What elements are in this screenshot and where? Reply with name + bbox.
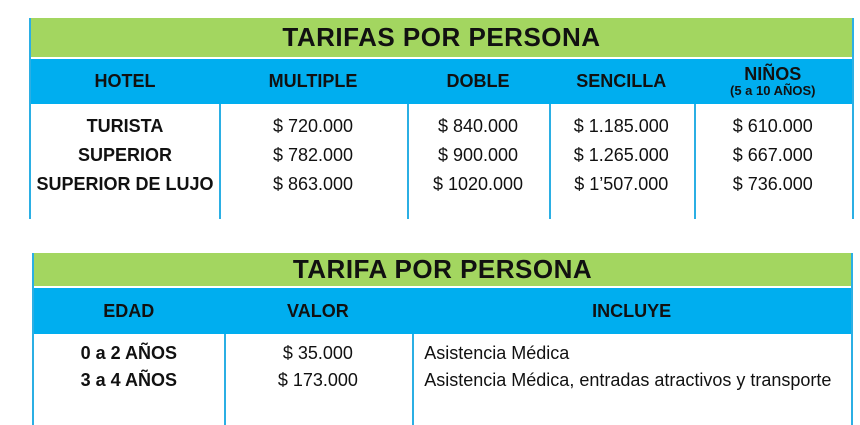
tariffs-table: TARIFAS POR PERSONA HOTEL MULTIPLE DOBLE… <box>29 18 854 219</box>
column-header-valor: VALOR <box>287 300 349 321</box>
column-header-multiple: MULTIPLE <box>268 71 358 92</box>
column-divider <box>219 104 221 219</box>
age-tariff-title-bar: TARIFA POR PERSONA <box>34 253 851 286</box>
price-cell: $ 1020.000 <box>432 174 524 194</box>
row-label-turista: TURISTA <box>86 116 164 136</box>
tariffs-title: TARIFAS POR PERSONA <box>282 22 601 52</box>
age-tariff-body: 0 a 2 AÑOS $ 35.000 Asistencia Médica 3 … <box>34 334 851 425</box>
price-cell: $ 1.265.000 <box>573 145 669 165</box>
column-header-ninos-subtitle: (5 a 10 AÑOS) <box>729 83 816 99</box>
price-cell: $ 173.000 <box>277 370 358 390</box>
column-header-sencilla: SENCILLA <box>576 71 667 92</box>
column-header-edad: EDAD <box>103 300 155 321</box>
price-cell: $ 1.185.000 <box>573 116 669 136</box>
row-label-superior: SUPERIOR <box>77 145 173 165</box>
column-header-incluye: INCLUYE <box>592 300 672 321</box>
column-divider <box>407 104 410 219</box>
price-cell: $ 667.000 <box>732 145 813 165</box>
column-divider <box>412 334 415 425</box>
price-cell: $ 1’507.000 <box>574 174 669 194</box>
price-cell: $ 863.000 <box>272 174 354 194</box>
price-cell: $ 782.000 <box>272 145 354 165</box>
column-divider <box>549 104 552 219</box>
column-header-ninos: NIÑOS (5 a 10 AÑOS) <box>694 65 852 98</box>
column-header-doble: DOBLE <box>446 71 510 92</box>
age-tariff-header-row: EDAD VALOR INCLUYE <box>34 288 851 334</box>
price-cell: $ 720.000 <box>272 116 354 136</box>
price-cell: $ 35.000 <box>282 343 353 363</box>
row-label-3-a-4: 3 a 4 AÑOS <box>80 370 177 390</box>
column-divider <box>223 334 226 425</box>
age-tariff-title: TARIFA POR PERSONA <box>292 254 593 284</box>
includes-cell: Asistencia Médica, entradas atractivos y… <box>424 370 832 390</box>
tariffs-title-bar: TARIFAS POR PERSONA <box>31 18 852 57</box>
includes-cell: Asistencia Médica <box>424 343 570 363</box>
divider <box>31 57 852 59</box>
price-cell: $ 736.000 <box>732 174 813 194</box>
age-tariff-table: TARIFA POR PERSONA EDAD VALOR INCLUYE 0 … <box>32 253 853 425</box>
tariffs-header-row: HOTEL MULTIPLE DOBLE SENCILLA NIÑOS (5 a… <box>31 59 852 104</box>
row-label-0-a-2: 0 a 2 AÑOS <box>80 343 177 363</box>
price-cell: $ 840.000 <box>437 116 519 136</box>
row-label-superior-de-lujo: SUPERIOR DE LUJO <box>36 174 214 194</box>
column-header-hotel: HOTEL <box>94 71 156 92</box>
tariffs-body: TURISTA $ 720.000 $ 840.000 $ 1.185.000 … <box>31 104 852 219</box>
column-header-ninos-label: NIÑOS <box>744 64 802 85</box>
column-divider <box>693 104 696 219</box>
price-cell: $ 610.000 <box>732 116 813 136</box>
price-cell: $ 900.000 <box>437 145 519 165</box>
divider <box>34 286 851 288</box>
